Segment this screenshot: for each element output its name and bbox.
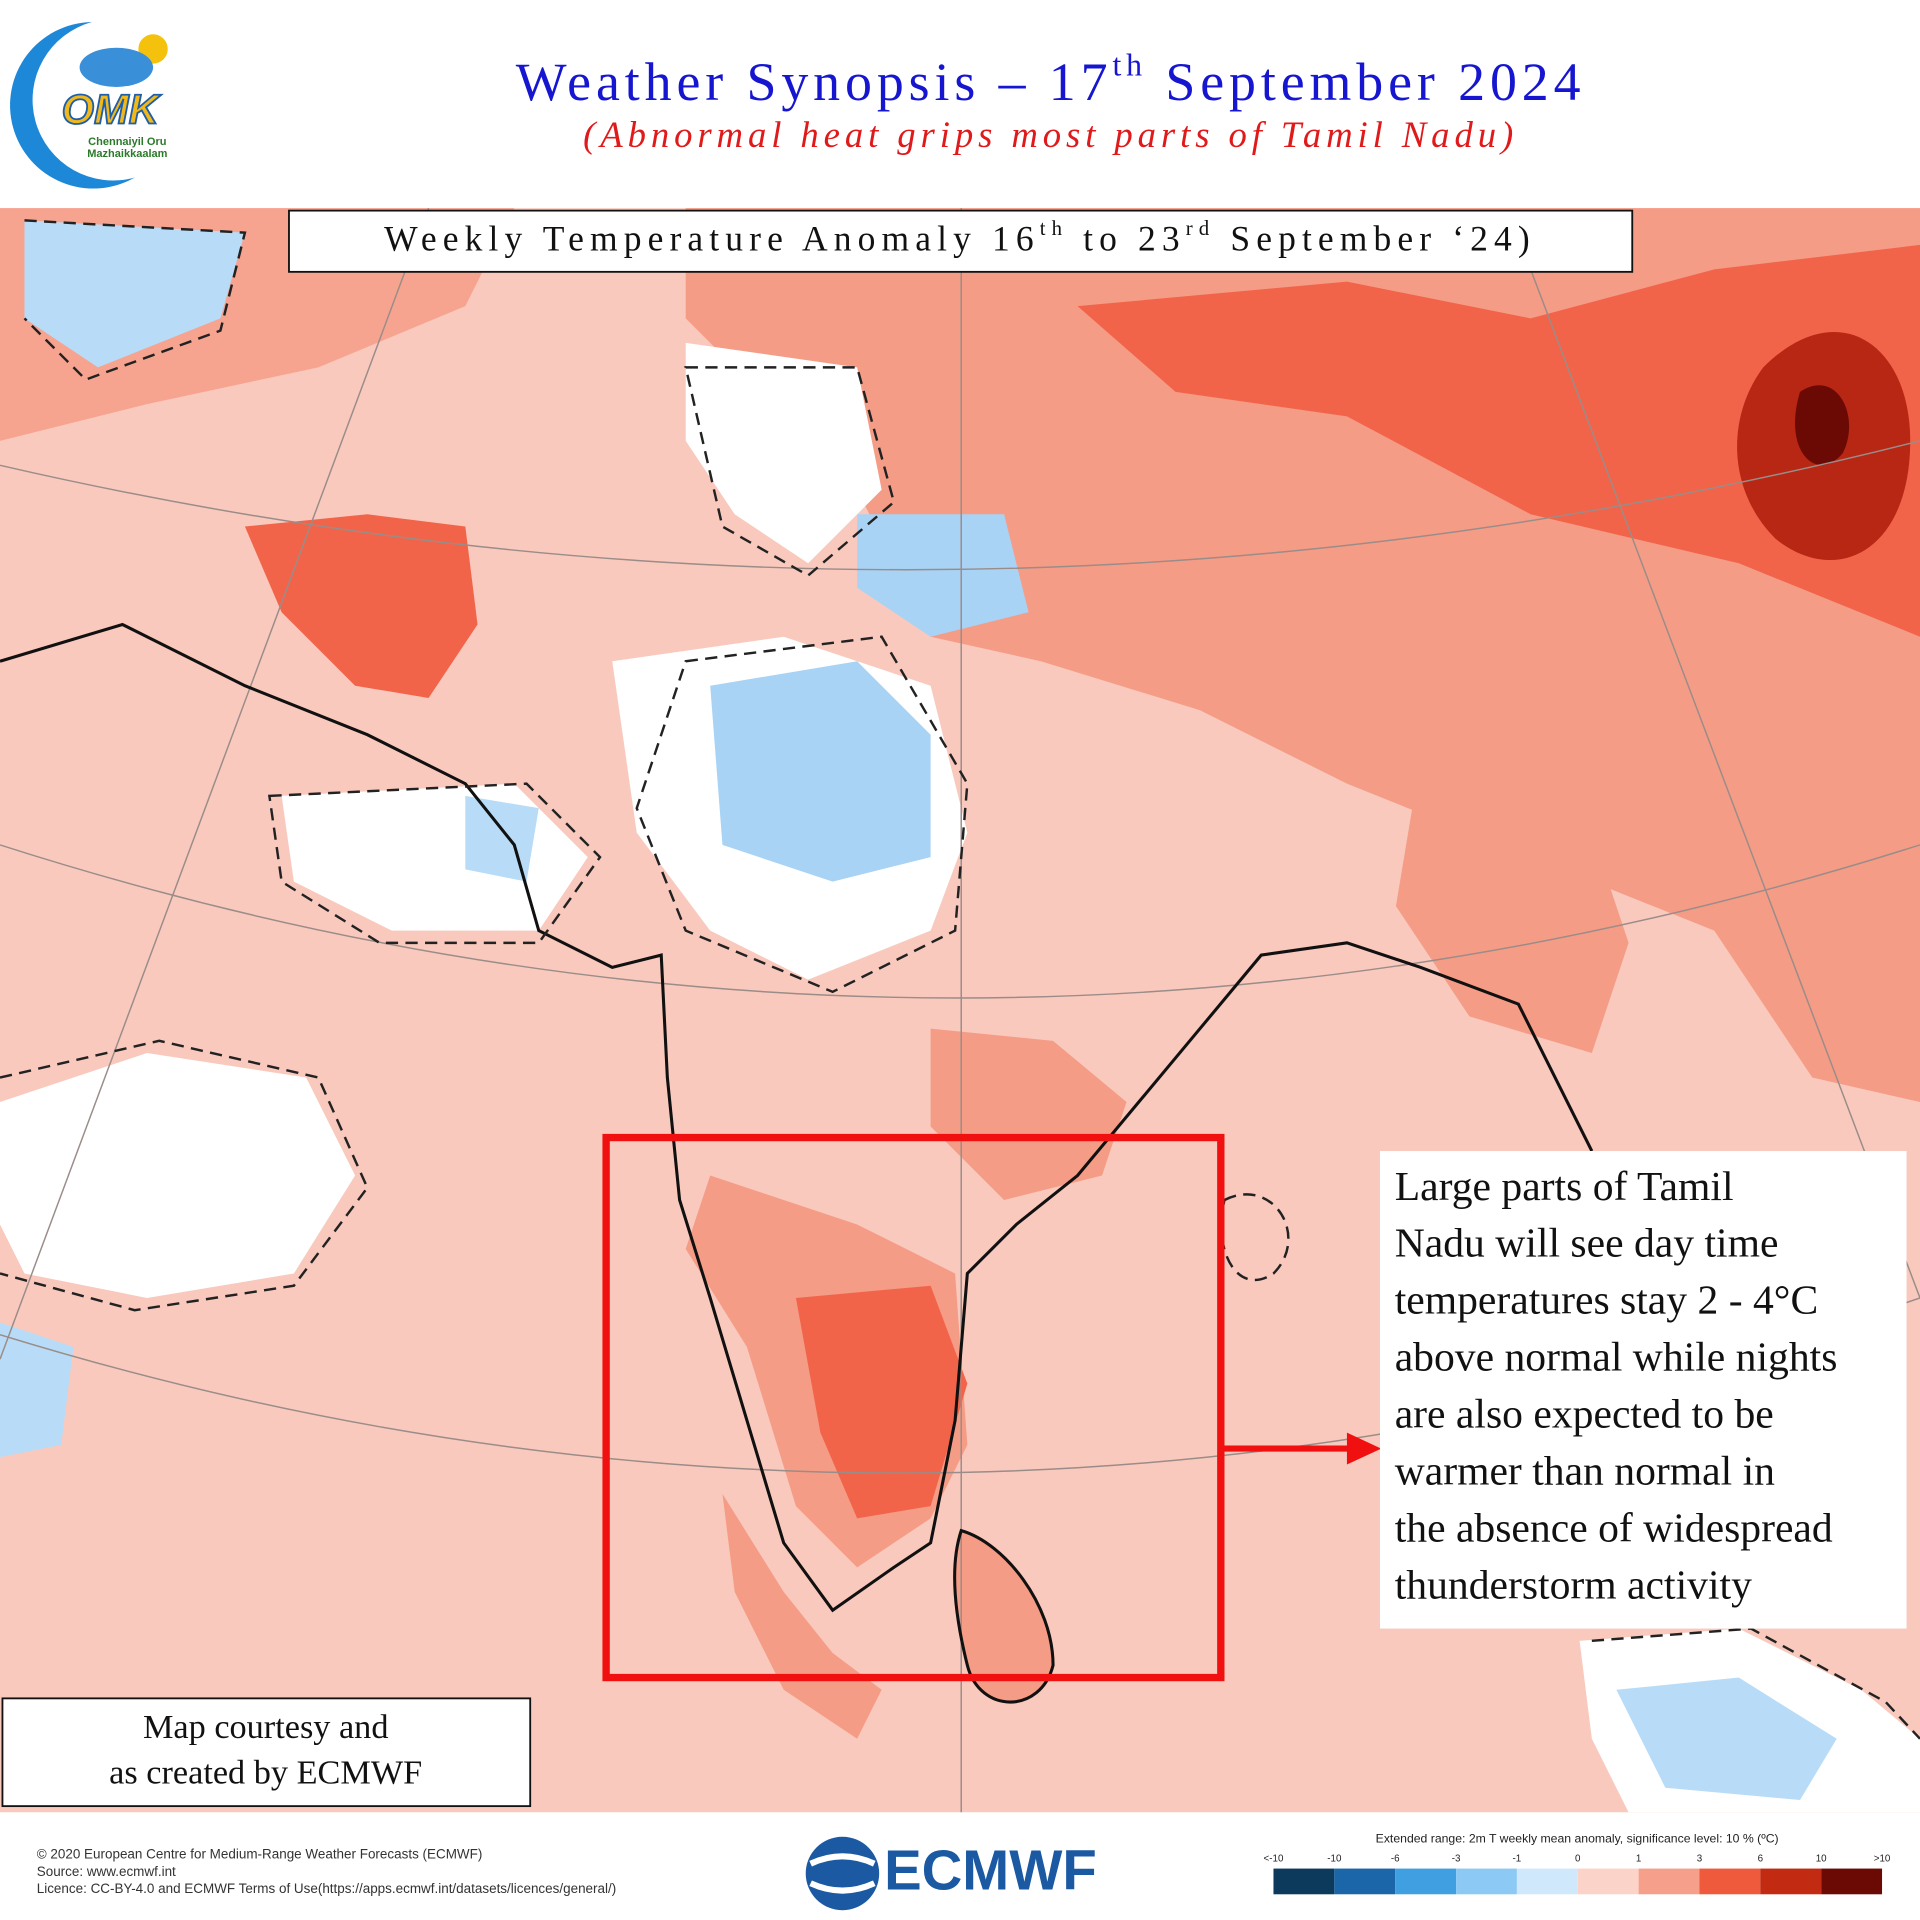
logo-text: Chennaiyil Oru [88, 136, 166, 148]
legend-label: -3 [1452, 1853, 1461, 1864]
map-title-part: to 23 [1068, 219, 1186, 259]
map-shape [954, 1530, 1054, 1703]
map-shape [0, 1322, 74, 1458]
map-shape [1795, 385, 1850, 466]
map-shape [10, 22, 135, 189]
credit-text: Map courtesy and [143, 1708, 389, 1746]
title-sup: th [1112, 48, 1147, 83]
map-shape [795, 1285, 968, 1519]
legend-label: 0 [1575, 1853, 1581, 1864]
legend-swatch [1638, 1868, 1700, 1895]
legend-swatch [1456, 1868, 1517, 1895]
map-shape [0, 844, 1920, 999]
title: Weather Synopsis – 17th September 2024 [516, 48, 1586, 113]
brand-text: ECMWF [884, 1839, 1097, 1902]
callout-box [1380, 1151, 1907, 1629]
legend-label: >10 [1874, 1853, 1891, 1864]
map-shape [1616, 1677, 1837, 1800]
map-element [805, 1836, 880, 1911]
map-shape [244, 514, 478, 698]
arrow-head [1346, 1432, 1382, 1465]
map-element [79, 47, 154, 87]
footer-text: © 2020 European Centre for Medium-Range … [37, 1847, 483, 1862]
map-shape [0, 440, 1920, 571]
map-shape [685, 342, 882, 564]
legend-swatch [1273, 1868, 1335, 1895]
callout-text: above normal while nights [1395, 1335, 1838, 1381]
footer-text: Source: www.ecmwf.int [37, 1864, 176, 1879]
map-title-box [288, 209, 1634, 273]
credit-text: as created by ECMWF [109, 1753, 422, 1791]
map-shape [930, 1028, 1127, 1200]
brand-logo: ECMWF [805, 1836, 1097, 1911]
callout-text: Large parts of Tamil [1395, 1164, 1734, 1210]
legend-swatch [1577, 1868, 1639, 1895]
legend-label: -10 [1327, 1853, 1342, 1864]
map-shape [0, 207, 430, 1360]
map-shape [857, 514, 1029, 637]
legend-label: <-10 [1264, 1853, 1284, 1864]
legend-swatch [1395, 1868, 1457, 1895]
legend-label: 1 [1636, 1853, 1641, 1864]
map-shape [23, 219, 247, 382]
credit-box [1, 1697, 532, 1808]
legend-label: 10 [1816, 1853, 1827, 1864]
map-title-sup: rd [1186, 216, 1216, 240]
legend-swatch [1699, 1868, 1761, 1895]
map-title-part: Weekly Temperature Anomaly 16 [384, 219, 1040, 259]
logo-mark: OMK [62, 86, 162, 133]
legend-swatch [1821, 1868, 1883, 1895]
logo-text: Mazhaikkaalam [87, 148, 167, 160]
map-title: Weekly Temperature Anomaly 16th to 23rd … [384, 216, 1536, 259]
legend-swatch [1334, 1868, 1396, 1895]
footer: ECMWF Extended range: 2m T weekly mean a… [37, 1831, 1891, 1911]
map-title-part: September ‘24) [1215, 219, 1536, 259]
map-shape [0, 1039, 369, 1312]
map-shape [710, 661, 931, 882]
legend-label: -1 [1513, 1853, 1522, 1864]
map-title-sup: th [1040, 216, 1068, 240]
footer-text: Licence: CC-BY-4.0 and ECMWF Terms of Us… [37, 1881, 616, 1896]
legend-swatch [1760, 1868, 1822, 1895]
legend-label: 6 [1758, 1853, 1764, 1864]
title-part: September 2024 [1147, 53, 1585, 113]
subtitle: (Abnormal heat grips most parts of Tamil… [583, 114, 1518, 155]
legend-title: Extended range: 2m T weekly mean anomaly… [1376, 1831, 1779, 1845]
map: Weekly Temperature Anomaly 16th to 23rd … [0, 207, 1920, 1813]
callout-text: warmer than normal in [1395, 1448, 1775, 1494]
callout: Large parts of Tamil Nadu will see day ti… [1395, 1164, 1838, 1609]
map-element [0, 219, 1920, 1740]
callout-text: the absence of widespread [1395, 1505, 1833, 1551]
map-shape [267, 782, 602, 945]
map-shape [635, 635, 969, 994]
legend-swatch [1516, 1868, 1578, 1895]
title-part: Weather Synopsis – 17 [516, 53, 1113, 113]
map-shape [953, 1528, 1055, 1704]
legend-label: -6 [1391, 1853, 1400, 1864]
map-shape [1529, 269, 1920, 1299]
highlight-box [602, 1133, 1225, 1682]
map-shape [1077, 244, 1920, 637]
callout-text: Nadu will see day time [1395, 1221, 1779, 1267]
map-element [0, 207, 1920, 1813]
map-shape [0, 622, 1594, 1613]
map-shape [1591, 1627, 1920, 1740]
callout-text: thunderstorm activity [1395, 1562, 1752, 1608]
map-shape [809, 1853, 876, 1894]
logo: OMK Chennaiyil Oru Mazhaikkaalam [10, 22, 168, 189]
map-shape [684, 366, 896, 578]
map-shape [465, 795, 539, 882]
map-shape [0, 1053, 356, 1298]
legend-label: 3 [1697, 1853, 1703, 1864]
callout-text: temperatures stay 2 - 4°C [1395, 1278, 1819, 1324]
callout-text: are also expected to be [1395, 1392, 1774, 1438]
